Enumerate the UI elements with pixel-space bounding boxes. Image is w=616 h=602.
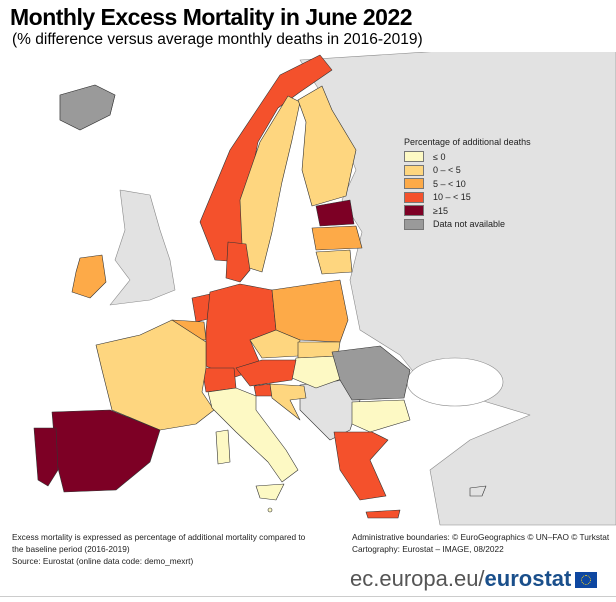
footnote: Excess mortality is expressed as percent… <box>12 532 306 554</box>
country-Lithuania <box>315 249 353 275</box>
eu-flag-icon <box>575 572 598 589</box>
country-Estonia <box>315 199 355 227</box>
divider <box>0 596 616 597</box>
country-Denmark <box>225 241 251 283</box>
region-other-cyprus <box>469 485 487 497</box>
legend-item: 10 – < 15 <box>404 191 531 205</box>
country-Romania <box>331 345 411 401</box>
country-Croatia <box>269 383 307 421</box>
country-Italy <box>207 387 299 483</box>
country-Finland <box>297 85 357 207</box>
country-Greece-crete <box>365 509 401 519</box>
country-Iceland <box>59 84 116 131</box>
country-Poland <box>271 279 349 343</box>
legend-item: ≤ 0 <box>404 150 531 164</box>
legend-title: Percentage of additional deaths <box>404 137 531 147</box>
country-Malta <box>267 507 273 513</box>
map-title: Monthly Excess Mortality in June 2022 <box>10 4 413 30</box>
country-France <box>95 319 215 431</box>
map-subtitle: (% difference versus average monthly dea… <box>12 31 423 48</box>
black-sea <box>406 357 504 407</box>
map-legend: Percentage of additional deaths ≤ 0 0 – … <box>404 137 531 231</box>
cartography-note: Cartography: Eurostat – IMAGE, 08/2022 <box>352 544 504 554</box>
country-Bulgaria <box>351 399 411 433</box>
eurostat-logo: ec.europa.eu/eurostat <box>350 566 598 592</box>
legend-item: ≥15 <box>404 204 531 218</box>
country-Ireland <box>71 254 107 299</box>
country-Sweden <box>239 95 301 273</box>
legend-item: 0 – < 5 <box>404 164 531 178</box>
legend-item: Data not available <box>404 218 531 232</box>
region-other-uk <box>109 189 176 306</box>
country-Switzerland <box>201 367 237 393</box>
country-Latvia <box>311 225 363 251</box>
europe-map <box>33 52 616 526</box>
country-Italy-sardinia <box>215 429 231 465</box>
country-Italy-sicily <box>255 483 285 501</box>
country-Greece <box>333 431 389 501</box>
legend-item: 5 – < 10 <box>404 177 531 191</box>
country-Austria <box>235 359 297 387</box>
country-Portugal <box>33 427 59 487</box>
country-Slovenia <box>253 383 273 397</box>
boundaries-note: Administrative boundaries: © EuroGeograp… <box>352 532 610 542</box>
source-note: Source: Eurostat (online data code: demo… <box>12 556 194 566</box>
